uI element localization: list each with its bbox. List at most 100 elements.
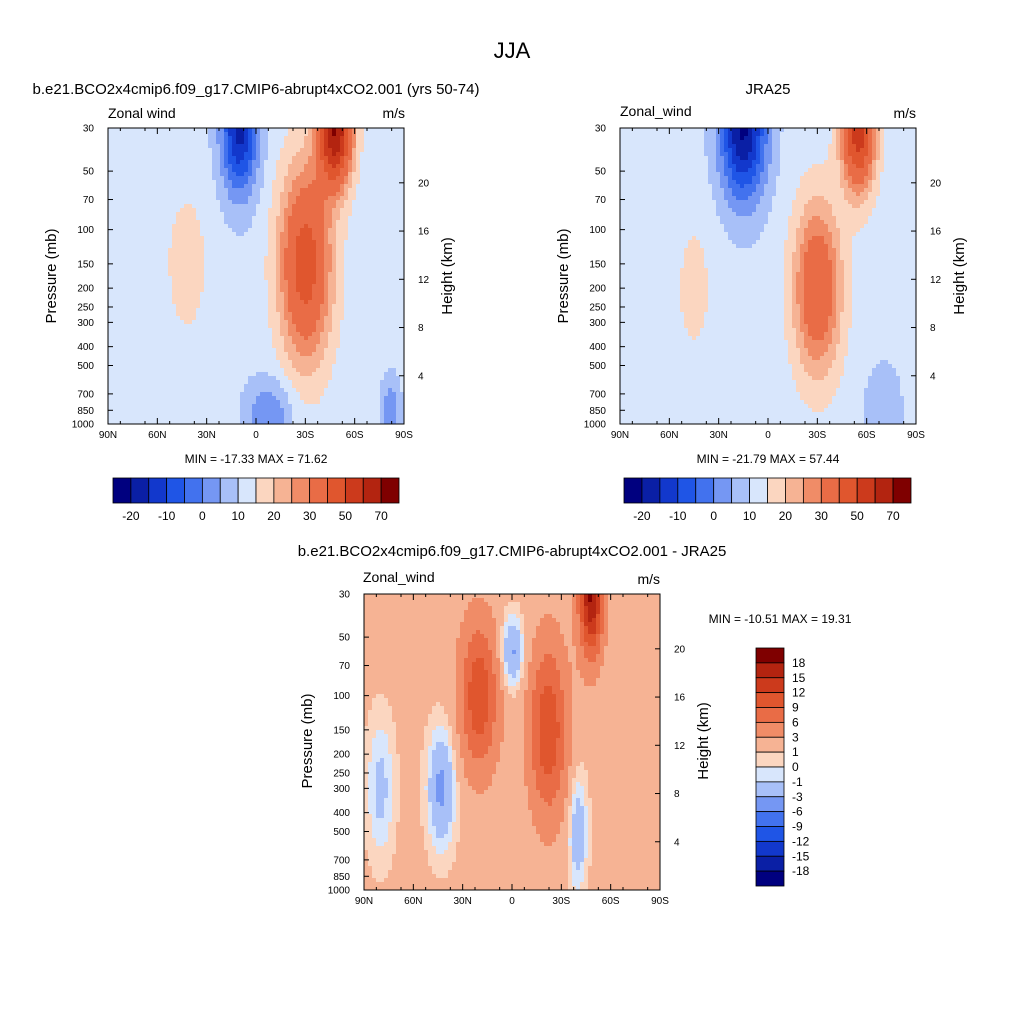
field-cell xyxy=(216,236,221,241)
field-cell xyxy=(336,256,341,261)
field-cell xyxy=(152,136,157,141)
field-cell xyxy=(368,208,373,213)
field-cell xyxy=(284,164,289,169)
field-cell xyxy=(256,140,261,145)
field-cell xyxy=(332,320,337,325)
field-cell xyxy=(108,376,113,381)
field-cell xyxy=(144,164,149,169)
field-cell xyxy=(224,340,229,345)
field-cell xyxy=(252,360,257,365)
field-cell xyxy=(144,336,149,341)
field-cell xyxy=(108,132,113,137)
field-cell xyxy=(352,296,357,301)
field-cell xyxy=(124,176,129,181)
field-cell xyxy=(124,224,129,229)
field-cell xyxy=(284,260,289,265)
field-cell xyxy=(108,328,113,333)
field-cell xyxy=(392,204,397,209)
field-cell xyxy=(140,372,145,377)
field-cell xyxy=(376,264,381,269)
field-cell xyxy=(292,208,297,213)
field-cell xyxy=(348,308,353,313)
field-cell xyxy=(180,356,185,361)
field-cell xyxy=(380,180,385,185)
field-cell xyxy=(236,236,241,241)
field-cell xyxy=(164,264,169,269)
field-cell xyxy=(280,224,285,229)
field-cell xyxy=(328,336,333,341)
field-cell xyxy=(204,260,209,265)
field-cell xyxy=(224,180,229,185)
field-cell xyxy=(344,352,349,357)
field-cell xyxy=(116,376,121,381)
field-cell xyxy=(232,140,237,145)
field-cell xyxy=(376,332,381,337)
field-cell xyxy=(196,240,201,245)
field-cell xyxy=(328,392,333,397)
field-cell xyxy=(376,148,381,153)
field-cell xyxy=(160,284,165,289)
field-cell xyxy=(348,148,353,153)
field-cell xyxy=(120,328,125,333)
field-cell xyxy=(156,376,161,381)
field-cell xyxy=(360,188,365,193)
field-cell xyxy=(256,368,261,373)
field-cell xyxy=(352,260,357,265)
field-cell xyxy=(300,296,305,301)
field-cell xyxy=(140,164,145,169)
field-cell xyxy=(352,236,357,241)
field-cell xyxy=(388,220,393,225)
field-cell xyxy=(360,128,365,133)
field-cell xyxy=(380,168,385,173)
field-cell xyxy=(376,268,381,273)
field-cell xyxy=(236,228,241,233)
field-cell xyxy=(264,360,269,365)
field-cell xyxy=(200,332,205,337)
field-cell xyxy=(116,328,121,333)
field-cell xyxy=(128,148,133,153)
field-cell xyxy=(236,276,241,281)
field-cell xyxy=(340,264,345,269)
field-cell xyxy=(220,128,225,133)
field-cell xyxy=(248,216,253,221)
field-cell xyxy=(268,268,273,273)
field-cell xyxy=(328,176,333,181)
field-cell xyxy=(276,284,281,289)
field-cell xyxy=(292,384,297,389)
field-cell xyxy=(380,332,385,337)
field-cell xyxy=(392,152,397,157)
field-cell xyxy=(164,236,169,241)
field-cell xyxy=(352,232,357,237)
field-cell xyxy=(172,192,177,197)
field-cell xyxy=(308,260,313,265)
field-cell xyxy=(356,320,361,325)
field-cell xyxy=(116,252,121,257)
field-cell xyxy=(308,236,313,241)
field-cell xyxy=(252,192,257,197)
field-cell xyxy=(400,176,405,181)
field-cell xyxy=(300,364,305,369)
field-cell xyxy=(400,164,405,169)
field-cell xyxy=(148,352,153,357)
field-cell xyxy=(212,244,217,249)
field-cell xyxy=(192,300,197,305)
field-cell xyxy=(144,288,149,293)
field-cell xyxy=(228,232,233,237)
field-cell xyxy=(292,160,297,165)
field-cell xyxy=(384,236,389,241)
field-cell xyxy=(120,144,125,149)
field-cell xyxy=(280,316,285,321)
field-cell xyxy=(352,272,357,277)
field-cell xyxy=(352,360,357,365)
field-cell xyxy=(204,320,209,325)
field-cell xyxy=(220,356,225,361)
field-cell xyxy=(284,336,289,341)
field-cell xyxy=(388,164,393,169)
field-cell xyxy=(384,244,389,249)
field-cell xyxy=(108,232,113,237)
field-cell xyxy=(384,280,389,285)
field-cell xyxy=(324,200,329,205)
field-cell xyxy=(324,364,329,369)
field-cell xyxy=(296,188,301,193)
field-cell xyxy=(276,180,281,185)
